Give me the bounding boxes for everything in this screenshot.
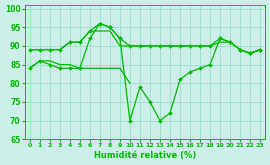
X-axis label: Humidité relative (%): Humidité relative (%) xyxy=(94,151,196,160)
